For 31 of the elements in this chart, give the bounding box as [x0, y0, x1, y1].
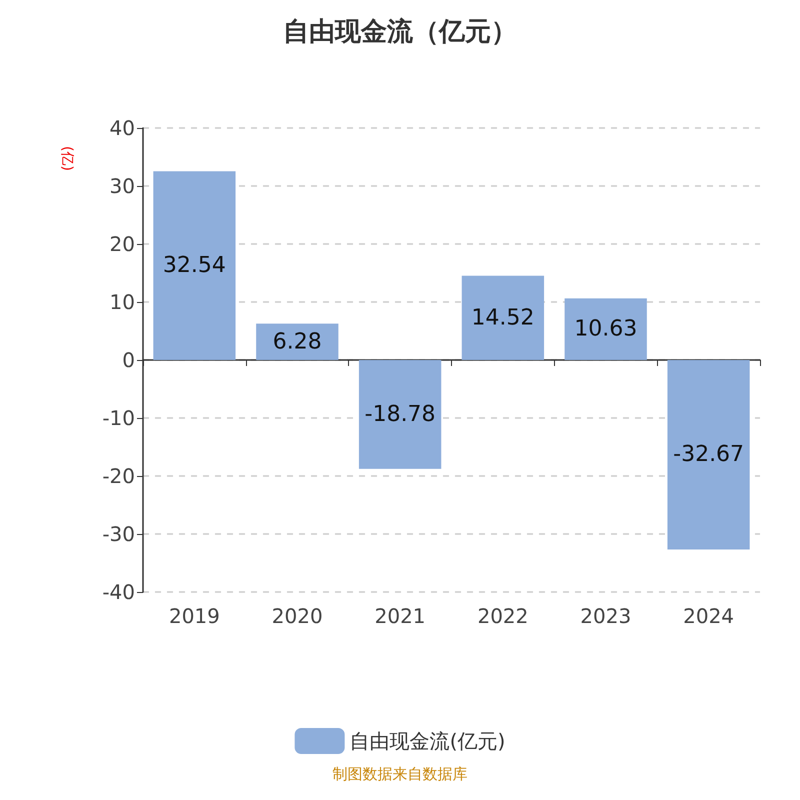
y-tick-label: 0 [122, 348, 135, 372]
x-tick-label: 2020 [272, 604, 323, 628]
y-tick-label: -20 [102, 464, 135, 488]
chart-title: 自由现金流（亿元） [283, 17, 517, 47]
y-tick-label: -30 [102, 522, 135, 546]
data-label: 10.63 [574, 316, 638, 342]
legend-label: 自由现金流(亿元) [350, 729, 506, 753]
x-tick-label: 2022 [477, 604, 528, 628]
y-tick-label: 40 [110, 116, 135, 140]
bar [153, 171, 236, 360]
x-tick-label: 2024 [683, 604, 734, 628]
y-tick-label: 10 [110, 290, 135, 314]
text: 制图数据来自数据库 [332, 765, 468, 783]
y-axis-title: (亿) [59, 146, 75, 171]
data-label: -18.78 [364, 402, 436, 427]
x-tick-label: 2023 [580, 604, 632, 628]
bar [462, 276, 544, 360]
data-label: 14.52 [471, 305, 534, 330]
bar [564, 298, 647, 360]
x-tick-label: 2021 [374, 604, 426, 628]
bar [358, 360, 442, 469]
x-tick-label: 2019 [168, 604, 220, 628]
y-tick-label: 30 [110, 174, 135, 198]
y-tick-label: -10 [102, 406, 135, 430]
y-tick-label: 20 [110, 232, 135, 256]
bar [256, 324, 338, 360]
data-label: 32.54 [162, 253, 226, 278]
y-tick-label: -40 [102, 580, 135, 604]
data-label: -32.67 [673, 442, 744, 468]
data-label: 6.28 [272, 329, 322, 354]
bar [667, 360, 750, 550]
